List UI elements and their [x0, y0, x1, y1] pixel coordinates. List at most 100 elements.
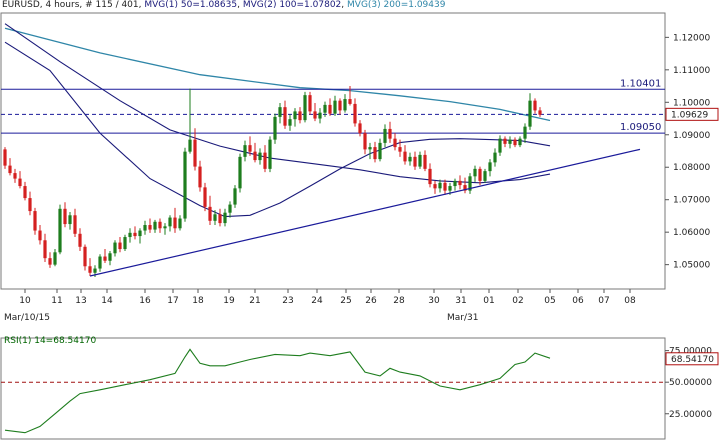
- rsi-tick-label: 75.00000: [669, 347, 712, 357]
- bull-candle: [143, 225, 147, 231]
- rsi-plot-frame: [0, 337, 666, 440]
- mvg2-line: [4, 23, 551, 184]
- symbol-label: EURUSD: [2, 0, 40, 10]
- y-tick-label: 1.05000: [673, 261, 710, 271]
- bull-candle: [223, 212, 227, 224]
- bull-candle: [213, 214, 217, 221]
- bear-candle: [118, 242, 122, 250]
- rsi-panel: 75.00000 50.00000 25.00000 68.54170: [1, 347, 719, 434]
- bull-candle: [418, 154, 422, 167]
- timeframe-label: 4 hours: [45, 0, 80, 10]
- x-tick-label: 08: [624, 296, 636, 306]
- bear-candle: [308, 95, 312, 112]
- bull-candle: [228, 204, 232, 213]
- bull-candle: [188, 139, 192, 152]
- bear-candle: [203, 187, 207, 207]
- bear-candle: [428, 168, 432, 185]
- level-label: 1.09050: [620, 122, 661, 133]
- bear-candle: [13, 173, 17, 179]
- moving-averages: [4, 23, 551, 218]
- rsi-value-box: [665, 352, 719, 366]
- bar-count-label: # 115 / 401: [85, 0, 139, 10]
- bull-candle: [473, 168, 477, 177]
- rsi-line: [4, 348, 551, 434]
- bear-candle: [353, 103, 357, 124]
- current-price-box: [665, 107, 719, 121]
- bull-candle: [343, 99, 347, 111]
- bull-candle: [453, 180, 457, 187]
- bear-candle: [328, 104, 332, 114]
- bull-candle: [163, 226, 167, 229]
- bear-candle: [433, 184, 437, 189]
- bull-candle: [53, 252, 57, 265]
- bull-candle: [93, 268, 97, 273]
- y-tick-label: 1.12000: [673, 33, 710, 43]
- bull-candle: [258, 152, 262, 161]
- mvg1-line: [4, 41, 551, 218]
- bull-candle: [383, 128, 387, 143]
- bull-candle: [108, 253, 112, 261]
- candlesticks: [3, 86, 542, 277]
- bear-candle: [208, 206, 212, 221]
- bear-candle: [73, 215, 77, 234]
- bear-candle: [8, 165, 12, 174]
- bear-candle: [88, 266, 92, 273]
- bear-candle: [218, 214, 222, 224]
- y-tick-label: 1.09000: [673, 131, 710, 141]
- bear-candle: [133, 232, 137, 237]
- main-plot-frame: [0, 12, 666, 290]
- y-tick-label: 1.11000: [673, 66, 710, 76]
- bear-candle: [33, 211, 37, 231]
- rsi-title: RSI(1) 14=68.54170: [4, 336, 97, 346]
- x-tick-label: 02: [512, 296, 523, 306]
- mvg3-line: [4, 27, 551, 122]
- bear-candle: [18, 178, 22, 187]
- bull-candle: [183, 151, 187, 219]
- bear-candle: [358, 123, 362, 134]
- y-tick-label: 1.06000: [673, 228, 710, 238]
- bull-candle: [68, 215, 72, 225]
- bear-candle: [388, 128, 392, 139]
- bear-candle: [298, 111, 302, 121]
- bull-candle: [518, 138, 522, 146]
- bull-candle: [243, 145, 247, 157]
- bear-candle: [458, 180, 462, 186]
- x-tick-label: 10: [19, 296, 31, 306]
- bull-candle: [368, 147, 372, 150]
- bear-candle: [148, 225, 152, 230]
- bull-candle: [498, 138, 502, 153]
- bear-candle: [393, 138, 397, 148]
- bull-candle: [293, 111, 297, 120]
- bear-candle: [103, 256, 107, 261]
- bull-candle: [123, 237, 127, 250]
- x-tick-label: 11: [51, 296, 62, 306]
- bear-candle: [23, 186, 27, 199]
- bear-candle: [248, 145, 252, 152]
- level-label: 1.10401: [620, 78, 661, 89]
- bull-candle: [278, 107, 282, 117]
- trendline: [89, 148, 641, 277]
- bear-candle: [173, 217, 177, 229]
- bull-candle: [323, 104, 327, 113]
- bull-candle: [303, 95, 307, 121]
- bear-candle: [443, 182, 447, 191]
- mvg3-label: MVG(3) 200=1.09439: [347, 0, 446, 10]
- bear-candle: [283, 107, 287, 126]
- x-tick-label: 28: [393, 296, 405, 306]
- bear-candle: [513, 139, 517, 146]
- bull-candle: [168, 217, 172, 227]
- bull-candle: [58, 208, 62, 253]
- bear-candle: [403, 151, 407, 162]
- bear-candle: [423, 154, 427, 169]
- bear-candle: [398, 147, 402, 152]
- bear-candle: [503, 138, 507, 144]
- bear-candle: [533, 100, 537, 111]
- bull-candle: [128, 232, 132, 238]
- x-tick-label: 26: [365, 296, 377, 306]
- mvg2-label: MVG(2) 100=1.07802: [242, 0, 342, 10]
- bull-candle: [483, 171, 487, 181]
- bull-candle: [378, 142, 382, 160]
- bear-candle: [413, 156, 417, 167]
